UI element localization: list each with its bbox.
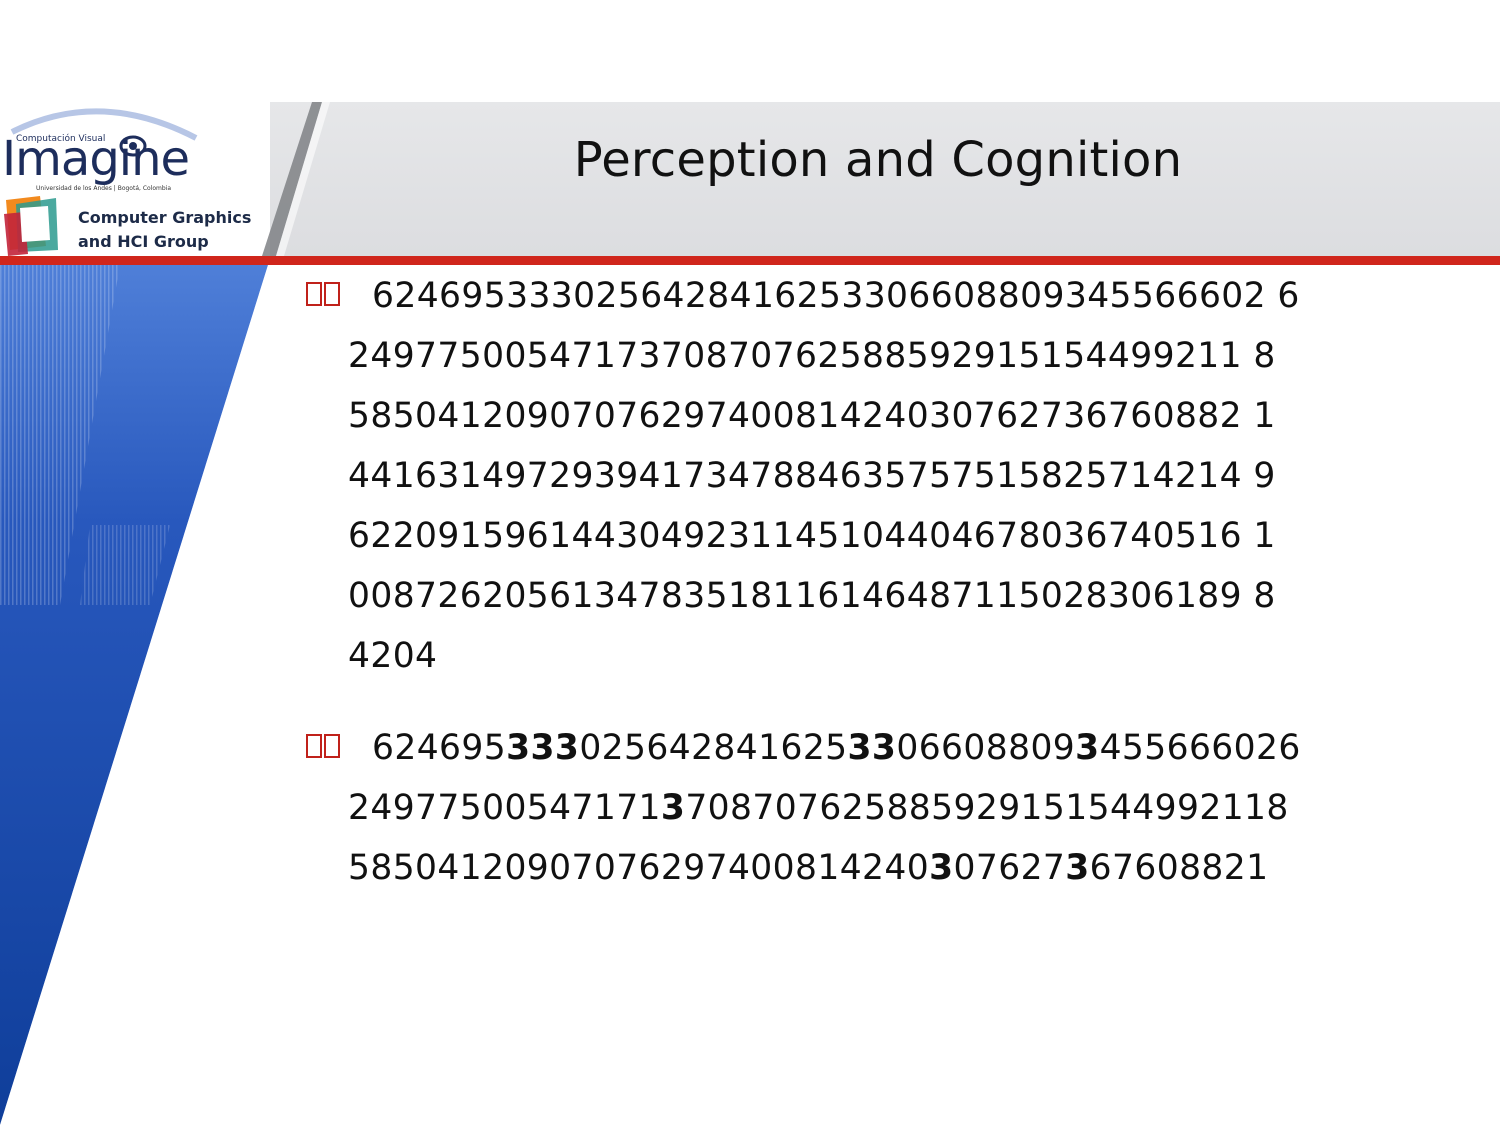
digit-line: 6220915961443049231145104404678036740516… — [348, 516, 1276, 556]
accent-rule — [0, 256, 1500, 265]
digit-line: 2497750054717137087076258859291515449921… — [348, 778, 1348, 838]
bullet-square-icon — [306, 734, 340, 758]
digits: 8 — [1266, 788, 1289, 828]
digit-line: 5850412090707629740081424030762736760882… — [348, 838, 1348, 898]
highlighted-digits: 333 — [506, 728, 580, 768]
digit-line: 0087262056134783518116146487115028306189… — [348, 576, 1276, 616]
slide-title: Perception and Cognition — [573, 132, 1183, 188]
logo-caption: Computación Visual — [16, 134, 106, 144]
title-bar — [270, 102, 1500, 256]
digits: 624695 — [372, 728, 507, 768]
digits: 0660880 — [896, 728, 1053, 768]
highlighted-digits: 3 — [660, 788, 686, 828]
bullet-square-icon — [306, 282, 340, 306]
digit-line: 5850412090707629740081424030762736760882… — [348, 396, 1276, 436]
digit-block-highlighted: 6246953330256428416253306608809345566602… — [348, 718, 1348, 898]
list-item: 6246953330256428416253306608809345566602… — [306, 266, 1426, 686]
digit-line: 6246953330256428416253306608809345566602… — [348, 718, 1348, 778]
highlighted-digits: 3 — [929, 848, 954, 888]
logo-group-line2: and HCI Group — [78, 232, 209, 251]
digits: 58504120907076297400814240 — [348, 848, 930, 888]
logo-university: Universidad de los Andes | Bogotá, Colom… — [36, 185, 172, 192]
highlighted-digits: 3 — [1075, 728, 1100, 768]
digits: 70870762588592915154499211 — [685, 788, 1267, 828]
imagine-logo: Computación Visual Imagine Universidad d… — [0, 100, 262, 260]
digits: 455666026 — [1099, 728, 1301, 768]
digits: 025642841625 — [579, 728, 848, 768]
highlighted-digits: 3 — [1065, 848, 1090, 888]
digit-line: 6246953330256428416253306608809345566602… — [372, 276, 1300, 316]
blue-wedge-graphic — [0, 265, 274, 1125]
digits: 67608821 — [1089, 848, 1269, 888]
digits: 24977500547171 — [348, 788, 661, 828]
digit-line: 4204 — [348, 636, 438, 676]
logo-wordmark: Imagine — [2, 131, 190, 187]
digit-block-plain: 6246953330256428416253306608809345566602… — [348, 266, 1348, 686]
logo-group-name: Computer Graphics and HCI Group — [78, 206, 251, 254]
highlighted-digits: 33 — [847, 728, 897, 768]
digits: 9 — [1052, 728, 1076, 768]
slide-content: 6246953330256428416253306608809345566602… — [306, 266, 1426, 898]
logo-group-line1: Computer Graphics — [78, 208, 252, 227]
digit-line: 2497750054717370870762588592915154499211… — [348, 336, 1276, 376]
digit-line: 4416314972939417347884635757515825714214… — [348, 456, 1276, 496]
digits: 07627 — [953, 848, 1066, 888]
list-item: 6246953330256428416253306608809345566602… — [306, 718, 1426, 898]
